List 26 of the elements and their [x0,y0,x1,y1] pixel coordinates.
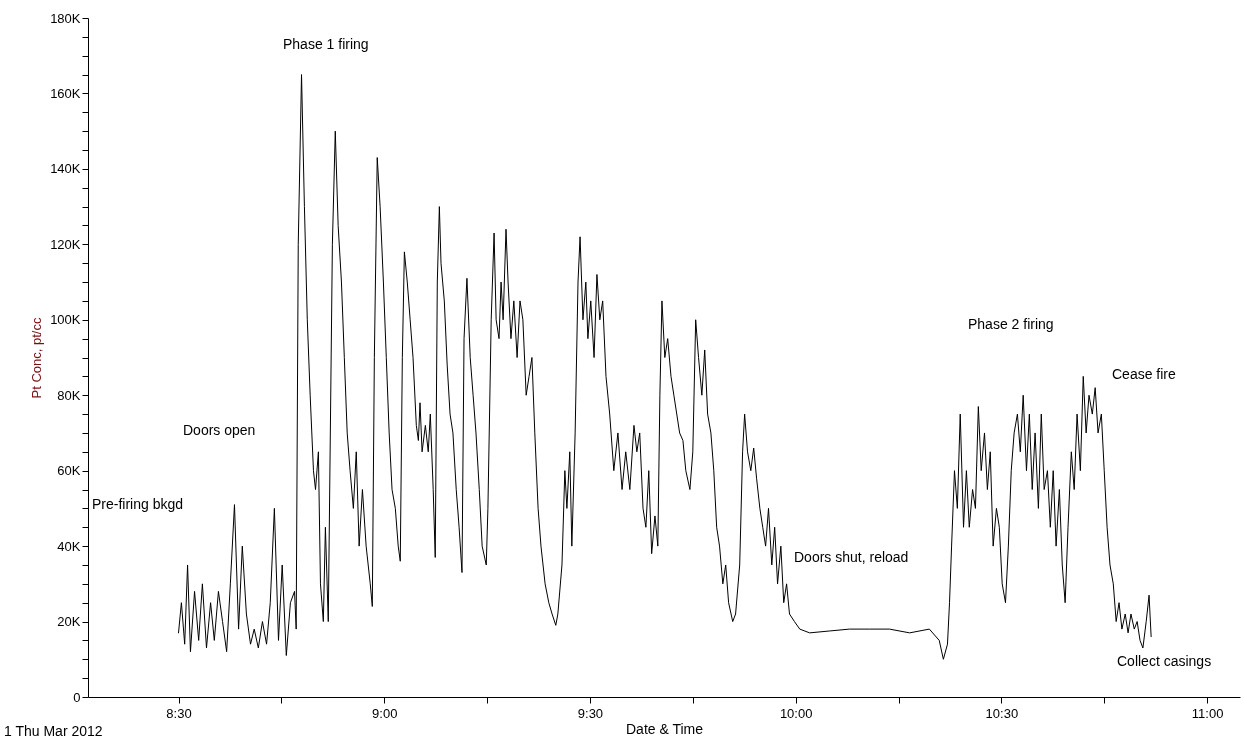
x-tick-label: 10:00 [779,705,813,721]
y-tick-label: 180K [50,10,81,26]
annotation: Doors open [183,422,256,438]
annotation: Phase 1 firing [283,36,369,52]
y-tick-label: 0 [73,689,81,705]
x-tick-label: 8:30 [166,705,192,721]
y-tick-label: 20K [57,614,81,630]
y-axis-title: Pt Conc, pt/cc [29,317,45,399]
x-axis-title: Date & Time [625,720,704,737]
y-tick-label: 140K [50,161,81,177]
annotation: Collect casings [1117,653,1212,669]
y-tick-label: 120K [50,236,81,252]
x-tick-label: 9:00 [372,705,398,721]
y-tick-label: 60K [57,463,81,479]
x-tick-label: 11:00 [1191,705,1224,721]
annotation: Cease fire [1112,366,1177,382]
annotation: Phase 2 firing [968,316,1054,332]
text: 1 Thu Mar 2012 [4,723,103,739]
y-tick-label: 160K [50,85,81,101]
y-tick-label: 40K [57,538,81,554]
y-tick-label: 80K [57,387,81,403]
x-tick-label: 9:30 [577,705,604,721]
annotation: Pre-firing bkgd [92,496,184,512]
y-tick-label: 100K [50,312,81,328]
x-tick-label: 10:30 [985,705,1019,721]
annotation: Doors shut, reload [794,549,909,565]
